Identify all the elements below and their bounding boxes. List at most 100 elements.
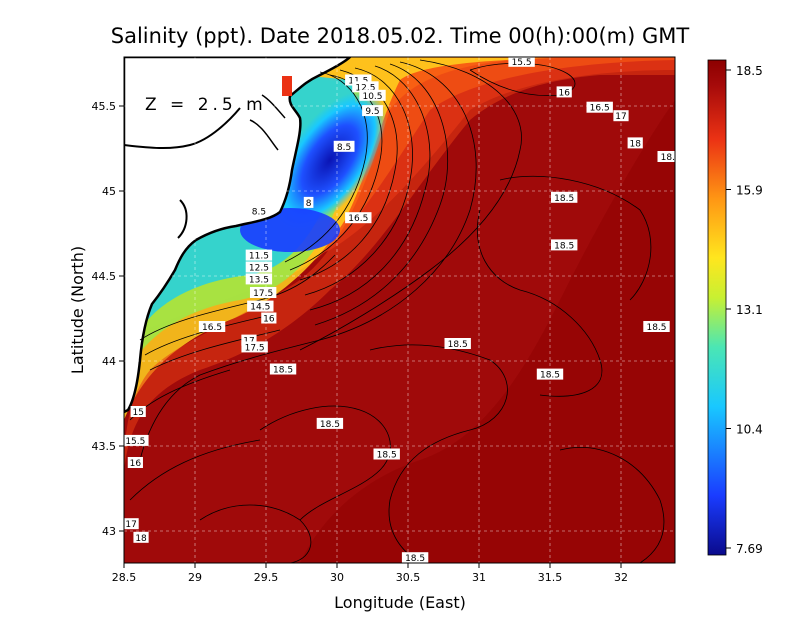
contour-label: 15.5 xyxy=(124,434,149,447)
contour-label: 18 xyxy=(627,137,643,149)
contour-label: 18.5 xyxy=(269,363,297,376)
contour-label: 8.5 xyxy=(248,205,270,217)
contour-label: 9.5 xyxy=(362,105,383,117)
contour-label-box xyxy=(556,86,572,98)
contour-label: 15.5 xyxy=(508,57,535,68)
contour-label-text: 12.5 xyxy=(355,83,375,93)
contour-label: 17 xyxy=(124,518,139,530)
contour-label-box xyxy=(247,300,274,312)
contour-label-box xyxy=(536,368,564,380)
contour-label: 18.5 xyxy=(551,191,578,204)
danube-plume xyxy=(273,90,387,230)
contour-label-box xyxy=(245,273,273,285)
contour-label-text: 18.5 xyxy=(661,153,681,163)
contour-label-box xyxy=(133,531,149,543)
contour-label-text: 11.5 xyxy=(249,252,269,262)
contour-label-text: 15.5 xyxy=(125,437,145,447)
contour-label-text: 18.5 xyxy=(405,554,425,564)
contour-label-box xyxy=(551,191,578,203)
contour-label: 16.5 xyxy=(198,321,226,333)
contour-label-box xyxy=(613,110,629,122)
x-tick-label: 31.5 xyxy=(538,571,563,584)
contour-label-box xyxy=(241,341,268,353)
y-tick-label: 45.5 xyxy=(92,100,117,113)
contour-label: 18.5 xyxy=(657,151,681,163)
contour-label: 18.5 xyxy=(401,552,429,564)
contour-label-box xyxy=(261,312,277,324)
contour-label: 11.5 xyxy=(245,249,273,262)
contour-label-text: 18.5 xyxy=(273,366,293,376)
colorbar-ticks: 18.5 15.9 13.1 10.4 7.69 xyxy=(726,64,763,556)
contour-label-box xyxy=(316,417,344,429)
contour-label-text: 16 xyxy=(130,459,142,469)
contour-label: 18.5 xyxy=(536,368,564,381)
contour-label-box xyxy=(130,406,146,417)
x-tick-label: 30 xyxy=(330,571,344,584)
contour-label: 18.5 xyxy=(551,239,578,251)
contour-label-text: 18.5 xyxy=(377,451,397,461)
contour-label-text: 16.5 xyxy=(590,104,610,114)
y-tick-label: 44.5 xyxy=(92,270,117,283)
contour-label-box xyxy=(657,151,675,162)
contour-label: 16 xyxy=(127,457,143,469)
contour-label-text: 14.5 xyxy=(250,303,270,313)
contour-label: 17.5 xyxy=(249,287,277,299)
contour-label: 17.5 xyxy=(241,341,268,353)
contour-label-text: 8.5 xyxy=(337,143,351,153)
colorbar xyxy=(707,59,727,556)
contour-label-text: 13.5 xyxy=(249,275,269,285)
plot-frame xyxy=(123,56,676,564)
contour-label-text: 8.5 xyxy=(252,207,266,217)
contour-label-box xyxy=(198,321,226,332)
x-tick-label: 31 xyxy=(472,571,486,584)
contour-label-box xyxy=(586,101,613,113)
offshore-front xyxy=(124,57,675,470)
depth-label: Z = 2.5 m xyxy=(145,95,267,115)
contour-label-text: 17 xyxy=(615,112,626,122)
contour-label: 16 xyxy=(261,312,277,325)
contour-label-box xyxy=(401,552,429,563)
contour-label-text: 15 xyxy=(132,408,143,418)
colorbar-tick-label: 13.1 xyxy=(736,303,763,317)
contour-label-box xyxy=(303,196,314,208)
contour-label-text: 18.5 xyxy=(646,323,666,333)
contour-label-text: 17.5 xyxy=(245,343,265,353)
contour-label: 15 xyxy=(130,406,146,418)
contour-label-text: 12.5 xyxy=(249,264,269,274)
contour-label-box xyxy=(643,321,670,332)
contour-labels: 15.51616.5171818.511.512.510.59.58.588.5… xyxy=(124,57,681,564)
x-axis-ticks: 28.5 29 29.5 30 30.5 31 31.5 32 xyxy=(112,563,628,584)
x-tick-label: 29 xyxy=(188,571,202,584)
contour-label-box xyxy=(124,518,139,530)
contour-label-box xyxy=(627,137,643,149)
contour-label-text: 17.5 xyxy=(253,289,273,299)
contour-label: 18.5 xyxy=(373,448,400,461)
contour-label: 10.5 xyxy=(359,89,386,102)
contour-label-box xyxy=(345,212,372,224)
contour-label-box xyxy=(127,457,143,468)
contour-label-text: 10.5 xyxy=(362,92,382,102)
y-tick-label: 44 xyxy=(102,355,116,368)
contour-label-text: 18.5 xyxy=(540,371,560,381)
contour-label-text: 18.5 xyxy=(448,340,468,350)
contour-label-box xyxy=(333,140,355,152)
contour-label-box xyxy=(345,74,372,86)
contour-label: 12.5 xyxy=(245,261,273,274)
contour-label-text: 9.5 xyxy=(365,107,379,117)
contour-label: 18 xyxy=(133,531,149,544)
plot-area: 15.51616.5171818.511.512.510.59.58.588.5… xyxy=(124,57,681,564)
contour-label-box xyxy=(241,334,257,346)
y-tick-label: 43 xyxy=(102,525,116,538)
contour-label: 18.5 xyxy=(316,417,344,430)
x-tick-label: 28.5 xyxy=(112,571,137,584)
contour-label-box xyxy=(444,338,471,349)
contour-label: 13.5 xyxy=(245,273,273,285)
contour-label-box xyxy=(551,239,578,251)
contour-label-text: 8 xyxy=(306,199,312,209)
contour-label: 8 xyxy=(303,196,314,209)
contour-label-box xyxy=(269,363,297,375)
y-tick-label: 43.5 xyxy=(92,440,117,453)
contour-label-box xyxy=(245,261,273,273)
map-title: Salinity (ppt). Date 2018.05.02. Time 00… xyxy=(111,24,690,48)
